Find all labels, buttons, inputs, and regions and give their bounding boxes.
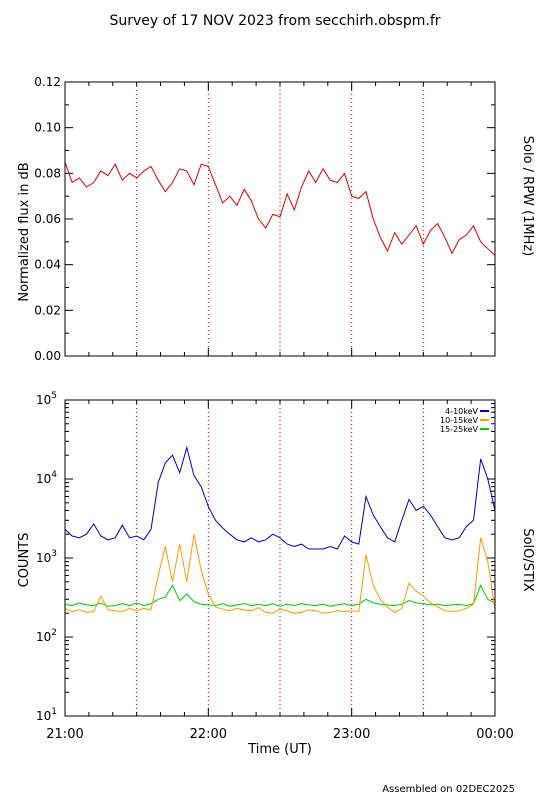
stix-ytick-exponent: 3 xyxy=(51,549,57,559)
stix-ylabel: COUNTS xyxy=(17,533,32,588)
stix-4-10kev-series xyxy=(64,445,496,550)
stix-ytick-label: 105 xyxy=(36,391,57,407)
stix-xtick-group: 21:00 22:00 23:00 00:00 xyxy=(46,400,514,742)
stix-ytick-exponent: 2 xyxy=(51,628,57,638)
stix-series-group xyxy=(64,445,496,614)
rpw-marker-group xyxy=(136,82,424,356)
stix-ytick-label: 104 xyxy=(36,470,57,486)
stix-xtick-label: 23:00 xyxy=(333,727,370,742)
stix-legend-label: 10-15keV xyxy=(440,416,479,425)
stix-legend-label: 4-10keV xyxy=(445,407,478,416)
rpw-ylabel: Normalized flux in dB xyxy=(17,162,32,301)
stix-ytick-exponent: 4 xyxy=(51,470,57,480)
rpw-series-group xyxy=(64,161,496,256)
rpw-ytick-label: 0.06 xyxy=(34,212,61,226)
rpw-flux-series xyxy=(64,161,496,256)
stix-ytick-label: 101 xyxy=(36,707,57,723)
stix-ytick-label: 102 xyxy=(36,628,57,644)
stix-ytick-base: 10 xyxy=(36,709,51,723)
rpw-ytick-label: 0.02 xyxy=(34,303,61,317)
rpw-right-label: Solo / RPW (1MHz) xyxy=(520,136,535,257)
stix-marker-group xyxy=(136,400,424,716)
stix-ytick-label: 103 xyxy=(36,549,57,565)
stix-ytick-base: 10 xyxy=(36,551,51,565)
rpw-ytick-group: 0.00 0.02 0.04 0.06 0.08 0.10 0.12 xyxy=(34,75,495,363)
stix-xtick-label: 22:00 xyxy=(190,727,227,742)
stix-ytick-base: 10 xyxy=(36,472,51,486)
stix-ytick-exponent: 5 xyxy=(51,391,57,401)
rpw-ytick-label: 0.08 xyxy=(34,166,61,180)
stix-10-15kev-series xyxy=(64,534,496,614)
assembled-footer: Assembled on 02DEC2025 xyxy=(382,784,515,795)
stix-ytick-exponent: 1 xyxy=(51,707,57,717)
rpw-ytick-label: 0.04 xyxy=(34,258,61,272)
stix-ytick-base: 10 xyxy=(36,630,51,644)
figure-title: Survey of 17 NOV 2023 from secchirh.obsp… xyxy=(109,13,440,29)
rpw-panel: Normalized flux in dB Solo / RPW (1MHz) … xyxy=(17,75,535,363)
stix-xlabel: Time (UT) xyxy=(247,742,312,757)
stix-ytick-base: 10 xyxy=(36,393,51,407)
rpw-ytick-label: 0.00 xyxy=(34,349,61,363)
stix-15-25kev-series xyxy=(64,584,496,607)
rpw-xtick-group xyxy=(64,82,496,356)
stix-right-label: SolO/STIX xyxy=(520,528,535,591)
rpw-ytick-label: 0.12 xyxy=(34,75,61,89)
rpw-ytick-label: 0.10 xyxy=(34,121,61,135)
stix-legend-label: 15-25keV xyxy=(440,425,479,434)
stix-xtick-label: 00:00 xyxy=(476,727,513,742)
stix-xtick-label: 21:00 xyxy=(46,727,83,742)
